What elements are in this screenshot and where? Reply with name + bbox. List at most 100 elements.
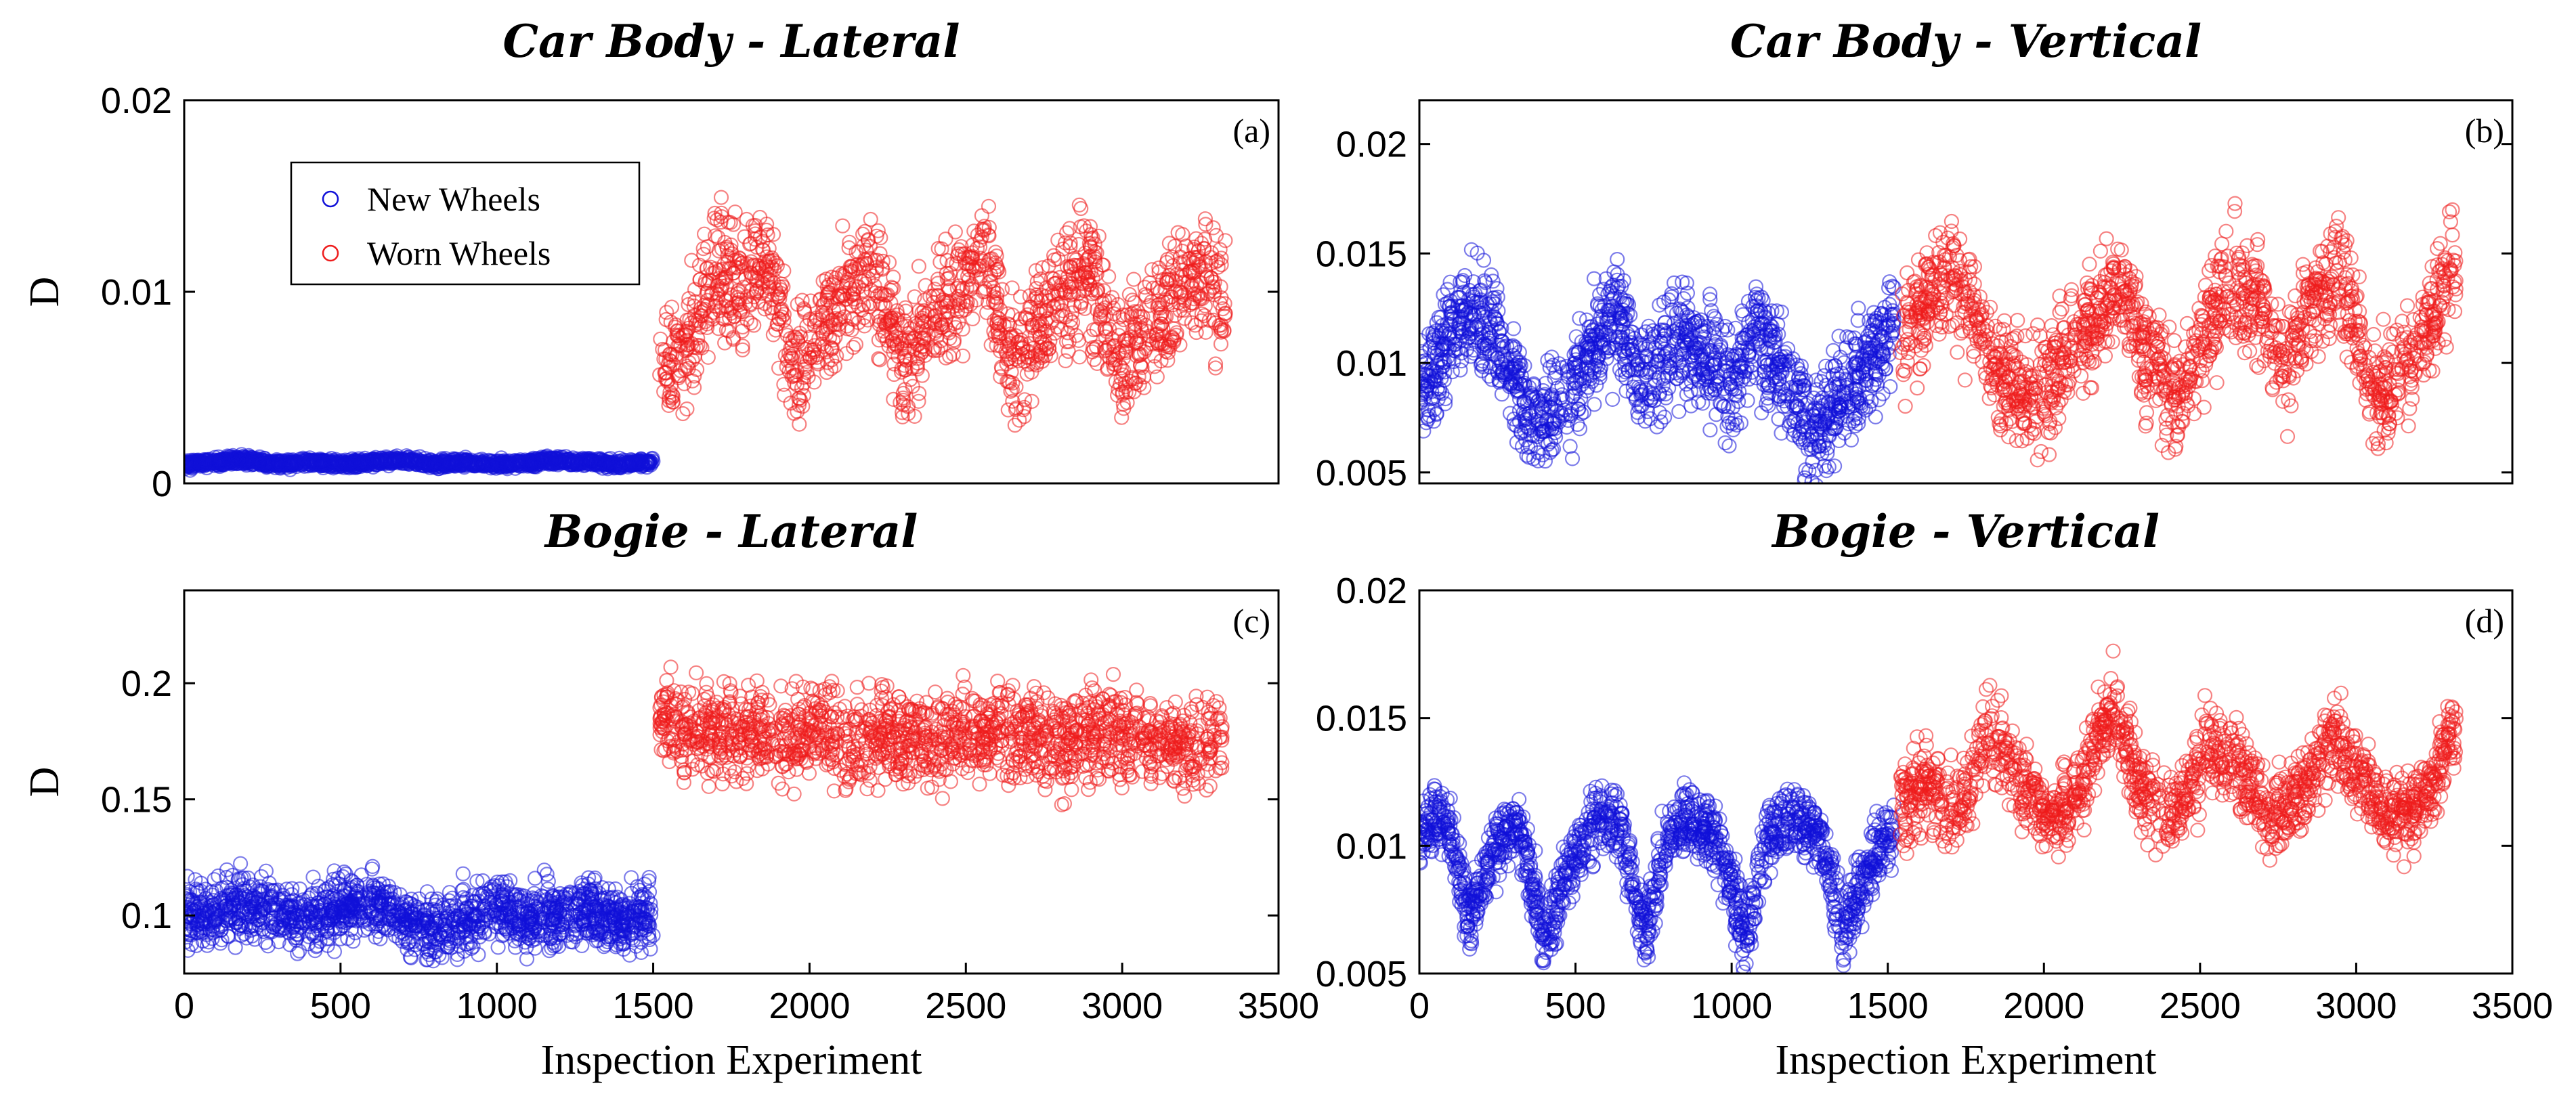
data-point	[405, 453, 421, 469]
data-point	[1756, 372, 1772, 388]
data-point	[378, 453, 393, 468]
data-point	[872, 317, 887, 332]
data-point	[1614, 332, 1630, 348]
data-point	[1484, 294, 1501, 309]
data-point	[233, 452, 249, 468]
data-point	[1703, 366, 1719, 382]
data-point	[2405, 312, 2421, 328]
data-point	[924, 342, 941, 357]
data-point	[1814, 446, 1830, 462]
data-point	[838, 346, 855, 362]
data-point	[844, 297, 859, 313]
data-point	[184, 456, 194, 471]
data-point	[449, 454, 465, 470]
data-point	[1944, 213, 1959, 229]
data-point	[1605, 391, 1620, 408]
data-point	[2009, 433, 2024, 449]
data-point	[1748, 370, 1764, 386]
data-point	[1207, 360, 1224, 376]
data-point	[779, 359, 794, 374]
data-point	[1631, 399, 1647, 414]
data-point	[1062, 239, 1078, 255]
data-point	[1188, 231, 1204, 246]
data-point	[635, 458, 651, 473]
data-point	[1799, 422, 1814, 439]
data-point	[692, 272, 708, 288]
data-point	[1612, 362, 1628, 378]
data-point	[1715, 322, 1730, 338]
data-point	[1639, 341, 1654, 357]
data-point	[1707, 357, 1723, 372]
data-point	[1809, 477, 1824, 483]
data-point	[658, 365, 674, 380]
data-point	[1067, 298, 1082, 313]
data-point	[523, 452, 539, 468]
data-point	[774, 309, 790, 325]
data-point	[2275, 393, 2291, 409]
data-point	[1175, 227, 1190, 242]
data-point	[1703, 343, 1719, 359]
data-point	[750, 294, 766, 310]
data-point	[957, 246, 973, 261]
data-point	[1208, 227, 1224, 243]
data-point	[2401, 418, 2416, 434]
data-point	[1774, 425, 1789, 441]
data-point	[1881, 280, 1897, 296]
data-point	[1494, 333, 1509, 349]
data-point	[1566, 376, 1581, 391]
data-point	[1601, 303, 1616, 318]
data-point	[1706, 381, 1722, 397]
data-point	[1837, 425, 1852, 441]
data-point	[994, 282, 1010, 297]
data-point	[1572, 311, 1587, 326]
data-point	[684, 253, 700, 268]
data-point	[1839, 329, 1855, 345]
data-point	[752, 209, 768, 225]
data-point	[938, 232, 953, 247]
data-point	[899, 318, 915, 334]
data-point	[907, 289, 922, 305]
data-point	[1591, 324, 1607, 340]
data-point	[1627, 330, 1642, 346]
data-point	[1463, 242, 1479, 257]
data-point	[1593, 359, 1609, 375]
data-point	[735, 338, 750, 354]
data-point	[1544, 349, 1560, 365]
data-point	[1759, 352, 1775, 368]
data-point	[715, 311, 731, 326]
data-point	[845, 286, 861, 302]
data-point	[1545, 357, 1561, 373]
data-point	[1126, 271, 1142, 287]
data-point	[1484, 372, 1500, 387]
data-point	[494, 450, 509, 466]
data-point	[1517, 378, 1533, 393]
data-point	[1629, 357, 1645, 373]
data-point	[1177, 311, 1193, 326]
data-point	[591, 455, 607, 471]
data-point	[1702, 422, 1718, 438]
data-point	[1764, 303, 1780, 319]
data-point	[1717, 318, 1733, 334]
data-point	[309, 453, 326, 469]
data-point	[2370, 441, 2386, 456]
data-point	[841, 240, 857, 256]
data-point	[672, 363, 688, 378]
data-point	[1065, 305, 1080, 321]
data-point	[1802, 481, 1812, 483]
data-point	[338, 454, 354, 471]
data-point	[1644, 389, 1660, 406]
data-point	[1560, 412, 1576, 429]
data-point	[681, 355, 697, 370]
data-point	[1587, 397, 1602, 412]
data-point	[708, 294, 724, 310]
data-point	[757, 254, 773, 269]
data-point	[985, 280, 1001, 295]
data-point	[2386, 326, 2401, 342]
data-point	[1046, 300, 1061, 315]
data-point	[1474, 363, 1490, 378]
data-point	[1172, 337, 1188, 353]
data-point	[989, 316, 1005, 332]
data-point	[1489, 281, 1505, 297]
data-point	[1115, 385, 1130, 400]
